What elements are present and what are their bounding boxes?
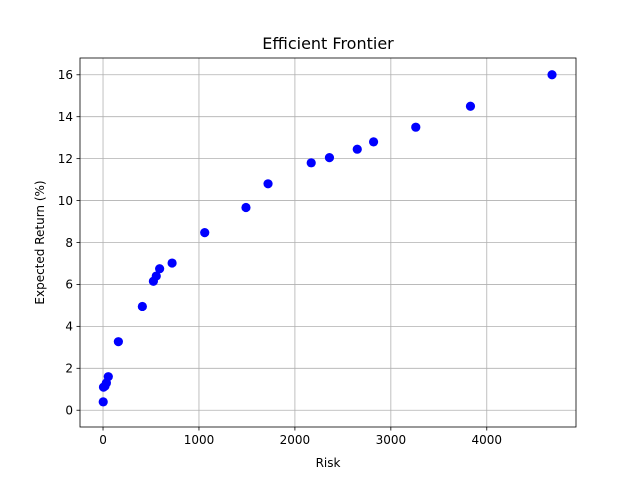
data-point: [411, 122, 421, 132]
data-point: [103, 372, 113, 382]
y-tick-label: 8: [65, 236, 73, 250]
y-tick-label: 2: [65, 362, 73, 376]
chart-title: Efficient Frontier: [262, 34, 394, 53]
data-point: [167, 258, 177, 268]
y-tick-label: 16: [58, 68, 73, 82]
data-point: [547, 70, 557, 80]
x-tick-label: 1000: [184, 433, 215, 447]
x-axis-ticks: 0 1000 2000 3000 4000: [99, 427, 502, 447]
data-point: [306, 158, 316, 168]
x-axis-label: Risk: [316, 456, 341, 470]
y-tick-label: 6: [65, 278, 73, 292]
data-point: [241, 202, 251, 213]
x-tick-label: 0: [99, 433, 107, 447]
x-tick-label: 4000: [472, 433, 503, 447]
data-point: [151, 271, 161, 281]
data-point: [368, 137, 379, 147]
data-points: [98, 70, 557, 407]
grid-lines: [80, 58, 576, 427]
x-tick-label: 2000: [280, 433, 311, 447]
data-point: [137, 301, 147, 312]
y-axis-ticks: 0 2 4 6 8 10 12 14 16: [58, 68, 80, 418]
y-axis-label: Expected Return (%): [33, 180, 47, 304]
data-point: [200, 228, 210, 238]
data-point: [465, 101, 476, 111]
y-tick-label: 10: [58, 194, 73, 208]
y-tick-label: 0: [65, 404, 73, 418]
data-point: [263, 179, 273, 189]
y-tick-label: 4: [65, 320, 73, 334]
y-tick-label: 14: [58, 110, 73, 124]
y-tick-label: 12: [58, 152, 73, 166]
x-tick-label: 3000: [376, 433, 407, 447]
data-point: [155, 264, 165, 274]
data-point: [113, 337, 123, 347]
data-point: [98, 397, 108, 407]
data-point: [352, 144, 362, 154]
data-point: [324, 152, 335, 163]
